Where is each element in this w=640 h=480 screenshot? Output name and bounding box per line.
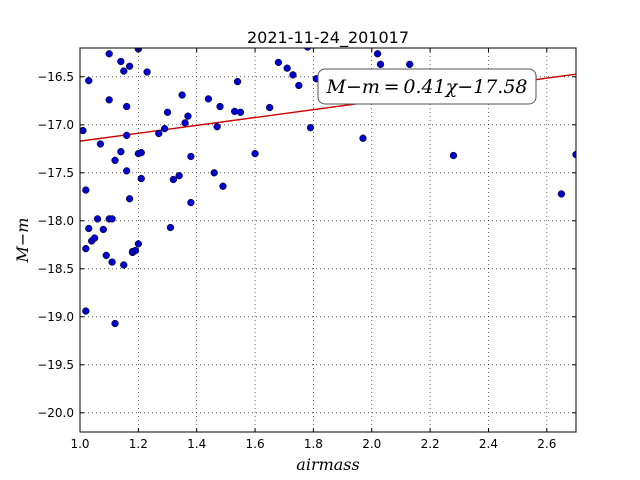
data-point [289, 71, 297, 79]
data-point [93, 215, 102, 223]
data-point [251, 149, 259, 158]
data-point [210, 169, 218, 177]
data-point [178, 91, 186, 99]
data-point [187, 198, 195, 207]
data-point [85, 76, 93, 85]
data-point [449, 151, 458, 160]
data-point [557, 190, 566, 198]
grid-layer [80, 48, 576, 432]
data-point [175, 172, 183, 180]
data-point [306, 124, 315, 132]
data-point [143, 68, 151, 76]
data-point [155, 129, 163, 138]
axes-background [80, 48, 576, 432]
x-tick-label: 1.2 [129, 437, 148, 451]
y-tick-label: −16.5 [37, 70, 74, 84]
data-point [216, 102, 224, 111]
y-axis-label: M−m [13, 218, 32, 264]
data-point [120, 67, 128, 75]
data-point [102, 251, 110, 260]
x-tick-label: 2.0 [362, 437, 381, 451]
data-point [80, 126, 87, 135]
data-point [131, 246, 140, 255]
data-point [236, 108, 245, 116]
x-tick-label: 2.6 [537, 437, 556, 451]
points-layer [80, 48, 576, 328]
y-tick-label: −19.0 [37, 310, 74, 324]
data-point [125, 195, 134, 203]
data-point [219, 182, 227, 190]
data-point [123, 167, 131, 175]
data-point [111, 156, 119, 164]
annotation-text: M−m = 0.41χ−17.58 [325, 76, 527, 98]
data-point [274, 58, 283, 67]
x-tick-label: 1.6 [246, 437, 265, 451]
fit-equation-annotation: M−m = 0.41χ−17.58 [317, 68, 537, 105]
ticks-layer [79, 48, 576, 432]
data-point [160, 124, 169, 133]
x-tick-label: 1.8 [304, 437, 323, 451]
y-tick-label: −17.5 [37, 166, 74, 180]
data-point [123, 131, 131, 140]
data-point [187, 152, 195, 161]
data-point [105, 96, 113, 104]
data-point [117, 57, 125, 66]
axes-frame [79, 47, 577, 433]
data-point [96, 140, 105, 148]
data-point [134, 240, 143, 248]
data-point [184, 112, 192, 120]
x-tick-label: 2.2 [421, 437, 440, 451]
data-point [213, 123, 221, 131]
data-point [108, 258, 116, 266]
data-point [406, 60, 414, 68]
data-point [111, 319, 119, 328]
data-point [283, 64, 291, 72]
data-point [120, 261, 128, 269]
data-point [105, 50, 113, 58]
data-point [82, 244, 90, 253]
data-point [304, 48, 312, 51]
y-tick-label: −18.0 [37, 214, 74, 228]
data-point [359, 134, 367, 142]
data-point [82, 307, 90, 315]
y-tick-label: −20.0 [37, 406, 74, 420]
chart-title: 2021-11-24_201017 [247, 28, 409, 48]
x-tick-label: 1.4 [187, 437, 206, 451]
data-point [376, 60, 385, 68]
x-tick-label: 2.4 [479, 437, 498, 451]
annotation-box [317, 68, 537, 105]
data-point [233, 77, 242, 86]
y-tick-label: −17.0 [37, 118, 74, 132]
data-point [265, 103, 274, 112]
data-point [169, 175, 178, 184]
x-tick-label: 1.0 [70, 437, 89, 451]
data-point [166, 223, 175, 232]
data-point [117, 148, 125, 156]
data-point [85, 224, 93, 233]
data-point [295, 81, 303, 90]
data-point [90, 234, 99, 242]
data-point [163, 108, 172, 116]
plot-area [79, 47, 577, 433]
data-point [125, 62, 134, 70]
data-point [108, 215, 116, 223]
data-point [373, 50, 382, 58]
data-point [204, 95, 213, 103]
x-axis-label: airmass [296, 455, 359, 474]
data-point [137, 174, 145, 183]
y-tick-label: −19.5 [37, 358, 74, 372]
labels-layer: 1.0 1.2 1.4 1.6 1.8 2.0 2.2 2.4 2.6 −16.5 −17.0 −17… [37, 70, 556, 451]
data-point [137, 148, 145, 157]
data-point [181, 119, 189, 127]
y-tick-label: −18.5 [37, 262, 74, 276]
data-point [82, 186, 90, 194]
data-point [123, 102, 131, 111]
data-point [99, 225, 107, 234]
